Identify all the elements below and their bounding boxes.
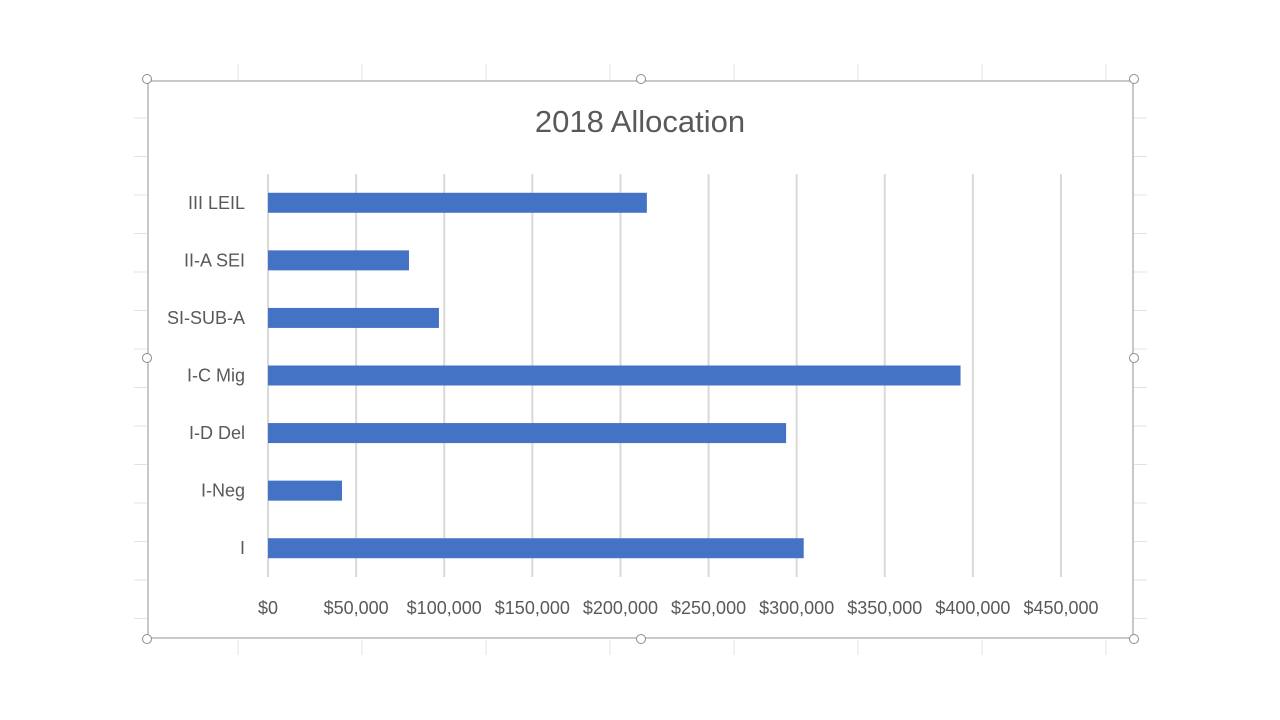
x-tick-label: $250,000 <box>671 598 746 618</box>
category-label: I-D Del <box>189 423 245 443</box>
category-axis: III LEIL II-A SEI SI-SUB-A I-C Mig I-D Del I-… <box>167 193 245 558</box>
x-tick-label: $0 <box>258 598 278 618</box>
category-label: SI-SUB-A <box>167 308 245 328</box>
resize-handle-bottom-right[interactable] <box>1129 634 1139 644</box>
resize-handle-top-right[interactable] <box>1129 74 1139 84</box>
bar[interactable] <box>268 480 343 501</box>
x-tick-label: $400,000 <box>935 598 1010 618</box>
category-label: I-Neg <box>201 481 245 501</box>
category-label: I <box>240 538 245 558</box>
bar[interactable] <box>268 192 647 213</box>
value-axis: $0 $50,000 $100,000 $150,000 $200,000 $250,00… <box>258 598 1099 618</box>
category-label: I-C Mig <box>187 366 245 386</box>
resize-handle-top-left[interactable] <box>142 74 152 84</box>
bar[interactable] <box>268 250 409 271</box>
bar[interactable] <box>268 538 804 559</box>
x-tick-label: $200,000 <box>583 598 658 618</box>
resize-handle-middle-left[interactable] <box>142 353 152 363</box>
category-label: III LEIL <box>188 193 245 213</box>
bar[interactable] <box>268 307 439 328</box>
x-tick-label: $350,000 <box>847 598 922 618</box>
resize-handle-middle-right[interactable] <box>1129 353 1139 363</box>
category-label: II-A SEI <box>184 250 245 270</box>
x-tick-label: $450,000 <box>1023 598 1098 618</box>
x-tick-label: $50,000 <box>324 598 389 618</box>
resize-handle-top-middle[interactable] <box>636 74 646 84</box>
resize-handle-bottom-left[interactable] <box>142 634 152 644</box>
resize-handle-bottom-middle[interactable] <box>636 634 646 644</box>
x-tick-label: $300,000 <box>759 598 834 618</box>
bars <box>268 192 961 559</box>
bar[interactable] <box>268 365 961 386</box>
x-tick-label: $100,000 <box>407 598 482 618</box>
bar[interactable] <box>268 423 787 444</box>
x-tick-label: $150,000 <box>495 598 570 618</box>
chart-title: 2018 Allocation <box>535 104 745 139</box>
